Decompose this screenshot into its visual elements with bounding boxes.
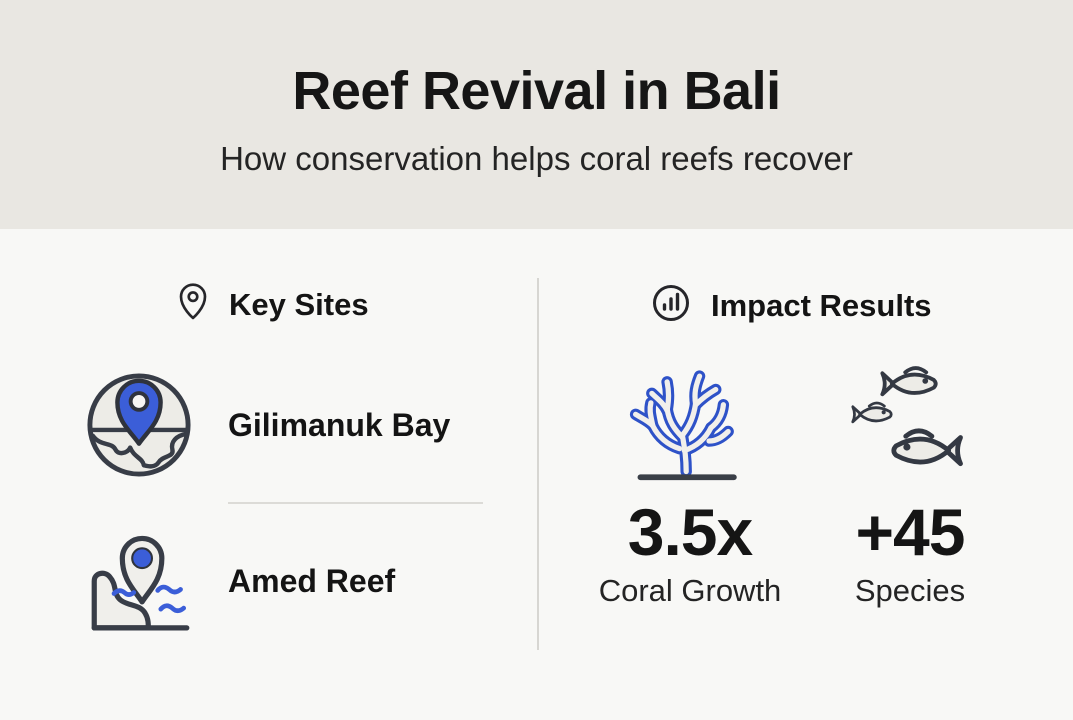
coral-growth-label: Coral Growth xyxy=(598,573,782,608)
impact-results-header: Impact Results xyxy=(651,283,932,328)
key-sites-header: Key Sites xyxy=(177,283,369,326)
site-name-gilimanuk: Gilimanuk Bay xyxy=(228,407,451,443)
species-value: +45 xyxy=(855,495,966,569)
species-label: Species xyxy=(854,573,966,608)
vertical-divider xyxy=(537,278,539,650)
hero-header: Reef Revival in Bali How conservation he… xyxy=(0,0,1073,229)
stat-species: +45 Species xyxy=(800,359,1020,609)
page-title: Reef Revival in Bali xyxy=(292,61,781,121)
globe-location-icon xyxy=(85,371,193,479)
key-sites-label: Key Sites xyxy=(229,286,369,322)
fish-school-icon xyxy=(848,359,972,483)
map-pin-icon xyxy=(177,283,209,326)
site-name-amed: Amed Reef xyxy=(228,563,396,599)
coast-location-icon xyxy=(88,527,192,631)
main-content: Key Sites Gilimanuk Bay xyxy=(0,229,1073,720)
stat-coral-growth: 3.5x Coral Growth xyxy=(580,359,800,609)
impact-results-label: Impact Results xyxy=(711,287,932,323)
coral-icon xyxy=(621,359,759,483)
horizontal-divider xyxy=(228,502,483,504)
coral-growth-value: 3.5x xyxy=(627,495,753,569)
bar-chart-icon xyxy=(651,283,691,328)
page-subtitle: How conservation helps coral reefs recov… xyxy=(220,140,853,177)
